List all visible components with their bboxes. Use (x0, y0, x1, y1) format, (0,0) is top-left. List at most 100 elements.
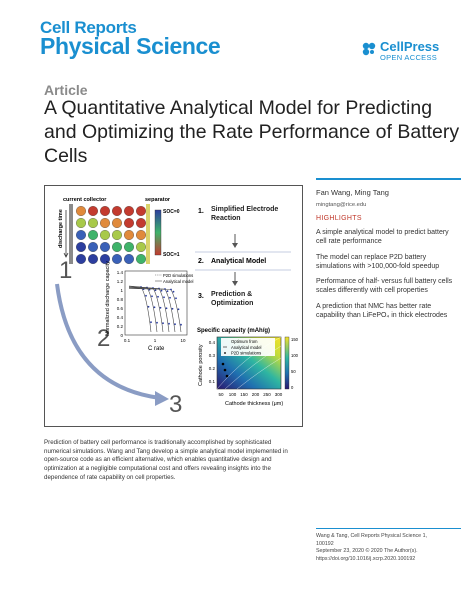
step-2-text: Analytical Model (211, 258, 266, 265)
soc1-label: SOC=1 (163, 252, 180, 258)
capacity-data-point (151, 295, 153, 298)
electrode-particle (136, 242, 146, 252)
figure-caption: Prediction of battery cell performance i… (44, 439, 288, 481)
step-1-box: 1. Simplified Electrode Reaction (198, 206, 279, 222)
step-number-2: 2 (97, 325, 110, 352)
contour-x-tick: 250 (263, 392, 271, 397)
capacity-data-point (180, 323, 182, 326)
electrode-particle (100, 230, 110, 240)
capacity-data-point (159, 306, 162, 309)
discharge-time-label: discharge time (58, 209, 64, 248)
electrode-particle (136, 218, 146, 228)
capacity-y-tick: 0 (120, 333, 123, 338)
optimum-point-2 (223, 368, 227, 372)
colorbar-tick: 100 (291, 353, 299, 358)
workflow-arrow-head (155, 391, 169, 406)
electrode-particle (76, 218, 86, 228)
step-2-number: 2. (198, 258, 204, 265)
capacity-x-tick: 10 (180, 338, 186, 343)
contour-legend-p2d: P2D simulations (231, 351, 261, 356)
capacity-data-point (170, 288, 172, 291)
journal-name-line2: Physical Science (40, 33, 221, 59)
cellpress-mark-icon (362, 42, 376, 56)
capacity-y-tick: 1.2 (117, 279, 124, 284)
capacity-data-point (177, 308, 180, 311)
step-number-3: 3 (169, 391, 182, 418)
step-1-text: Simplified Electrode Reaction (211, 206, 279, 222)
step-number-1: 1 (59, 257, 72, 284)
capacity-x-label: C rate (148, 346, 165, 352)
electrode-particle (124, 242, 134, 252)
capacity-data-point (165, 307, 168, 310)
graphical-abstract-svg: current collector separator discharge ti… (55, 197, 299, 418)
sidebar: Fan Wang, Ming Tang mingtang@rice.edu HI… (316, 182, 461, 320)
contour-x-tick: 100 (229, 392, 237, 397)
capacity-y-tick: 0.2 (117, 324, 124, 329)
step-3-text: Prediction & Optimization (211, 291, 254, 307)
article-type-label: Article (44, 82, 88, 98)
electrode-particle (100, 242, 110, 252)
electrode-particle (88, 230, 98, 240)
soc-colorbar (154, 209, 162, 256)
current-collector-bar (69, 204, 73, 264)
capacity-y-tick: 0.8 (117, 297, 124, 302)
doi-link[interactable]: https://doi.org/10.1016/j.xcrp.2020.1001… (316, 555, 416, 562)
sidebar-top-rule (316, 178, 461, 180)
separator-bar (146, 204, 150, 264)
contour-x-tick: 50 (218, 392, 224, 397)
electrode-particle (76, 206, 86, 216)
electrode-particle (124, 218, 134, 228)
optimum-point-1 (221, 362, 225, 366)
electrode-particle (88, 254, 98, 264)
optimum-point-3 (225, 374, 229, 378)
contour-x-tick: 200 (252, 392, 260, 397)
legend-analytical: Analytical model (163, 279, 194, 284)
contour-legend-bg (221, 338, 275, 356)
legend-p2d: P2D simulations (163, 273, 193, 278)
citation-journal: Wang & Tang, Cell Reports Physical Scien… (316, 533, 427, 539)
separator-label: separator (145, 197, 171, 203)
highlight-item: Performance of half- versus full battery… (316, 278, 453, 295)
capacity-data-point (168, 322, 170, 325)
capacity-data-point (150, 321, 152, 324)
contour-colorbar (284, 336, 290, 390)
citation-article-number: 100192 (316, 540, 334, 547)
contour-plot: Specific capacity (mAh/g) Optimum from A… (197, 328, 299, 407)
contour-line-3 (236, 357, 282, 390)
soc0-label: SOC=0 (163, 209, 180, 215)
electrode-particle (76, 242, 86, 252)
citation: Wang & Tang, Cell Reports Physical Scien… (316, 533, 461, 563)
sidebar-bottom-rule (316, 528, 461, 529)
electrode-particle-grid (76, 206, 146, 264)
journal-name-line1: Cell Reports (40, 18, 137, 37)
capacity-data-point (160, 289, 163, 292)
electrode-particle (76, 230, 86, 240)
electrode-particle (112, 254, 122, 264)
contour-y-tick: 0.3 (209, 353, 216, 358)
capacity-data-point (156, 321, 158, 324)
capacity-y-tick: 1.4 (117, 270, 124, 275)
capacity-x-tick: 0.1 (124, 338, 131, 343)
authors[interactable]: Fan Wang, Ming Tang (316, 188, 389, 197)
capacity-data-point (162, 322, 164, 325)
corresponding-email[interactable]: mingtang@rice.edu (316, 202, 367, 208)
highlights-heading: HIGHLIGHTS (316, 215, 362, 222)
electrode-particle (76, 254, 86, 264)
capacity-data-point (163, 296, 165, 299)
capacity-data-point (157, 295, 159, 298)
capacity-curves (128, 285, 182, 333)
electrode-particle (100, 218, 110, 228)
capacity-data-point (154, 289, 157, 292)
contour-x-label: Cathode thickness (μm) (225, 401, 283, 407)
contour-y-tick: 0.2 (209, 366, 216, 371)
electrode-particle (124, 254, 134, 264)
contour-y-tick: 0.4 (209, 340, 216, 345)
citation-date: September 23, 2020 © 2020 The Author(s). (316, 548, 418, 555)
contour-legend-p2d-marker (224, 352, 226, 354)
highlight-item: A simple analytical model to predict bat… (316, 229, 449, 246)
open-access-tag: OPEN ACCESS (380, 53, 438, 62)
electrode-particle (112, 218, 122, 228)
publisher-name: CellPress (380, 39, 440, 54)
capacity-data-point (174, 323, 176, 326)
capacity-data-point (153, 306, 156, 309)
